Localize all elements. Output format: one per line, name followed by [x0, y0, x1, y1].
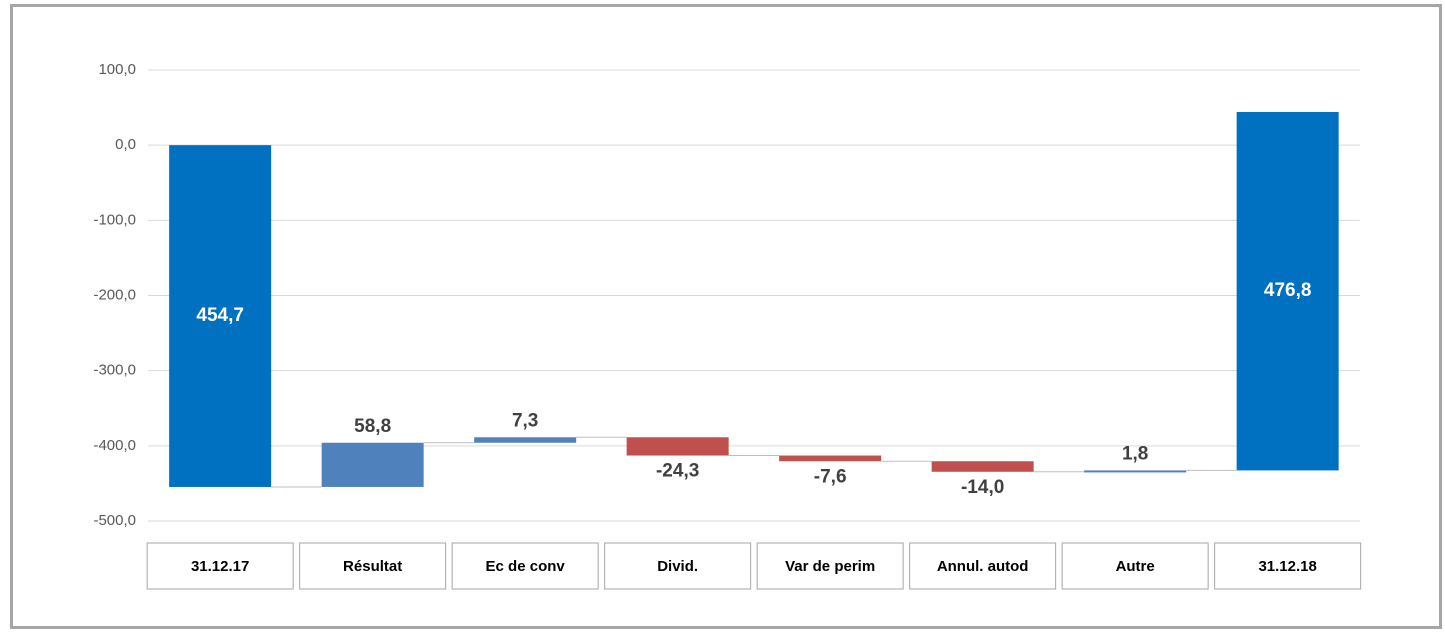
value-label: 7,3 — [512, 410, 538, 431]
y-tick-label: 0,0 — [115, 136, 136, 153]
category-box — [909, 542, 1057, 590]
bar — [1236, 112, 1339, 471]
bar — [931, 461, 1034, 472]
bar — [321, 442, 424, 487]
x-tick-label: Résultat — [343, 558, 402, 575]
x-tick-label: Divid. — [657, 558, 698, 575]
y-tick-label: -100,0 — [93, 211, 136, 228]
bar — [474, 437, 577, 443]
value-label: 454,7 — [196, 305, 244, 326]
y-tick-label: -400,0 — [93, 437, 136, 454]
category-box — [604, 542, 752, 590]
x-tick-label: 31.12.17 — [191, 558, 249, 575]
value-label: -14,0 — [961, 477, 1004, 498]
bar — [626, 437, 729, 456]
category-box — [451, 542, 599, 590]
category-box — [146, 542, 294, 590]
x-tick-label: Ec de conv — [486, 558, 566, 575]
value-label: 58,8 — [354, 416, 391, 437]
x-tick-label: 31.12.18 — [1258, 558, 1316, 575]
y-tick-label: -300,0 — [93, 362, 136, 379]
y-tick-label: 100,0 — [98, 61, 136, 78]
x-tick-label: Annul. autod — [937, 558, 1029, 575]
y-tick-label: -200,0 — [93, 286, 136, 303]
bar — [169, 145, 272, 487]
bar — [779, 455, 882, 462]
category-box — [756, 542, 904, 590]
value-label: 476,8 — [1264, 280, 1312, 301]
y-tick-label: -500,0 — [93, 512, 136, 529]
category-box — [1214, 542, 1362, 590]
value-label: -7,6 — [814, 466, 847, 487]
value-label: -24,3 — [656, 461, 699, 482]
bar — [1084, 470, 1187, 473]
category-box — [299, 542, 447, 590]
x-tick-label: Var de perim — [785, 558, 875, 575]
x-tick-label: Autre — [1116, 558, 1155, 575]
category-box — [1061, 542, 1209, 590]
value-label: 1,8 — [1122, 443, 1148, 464]
